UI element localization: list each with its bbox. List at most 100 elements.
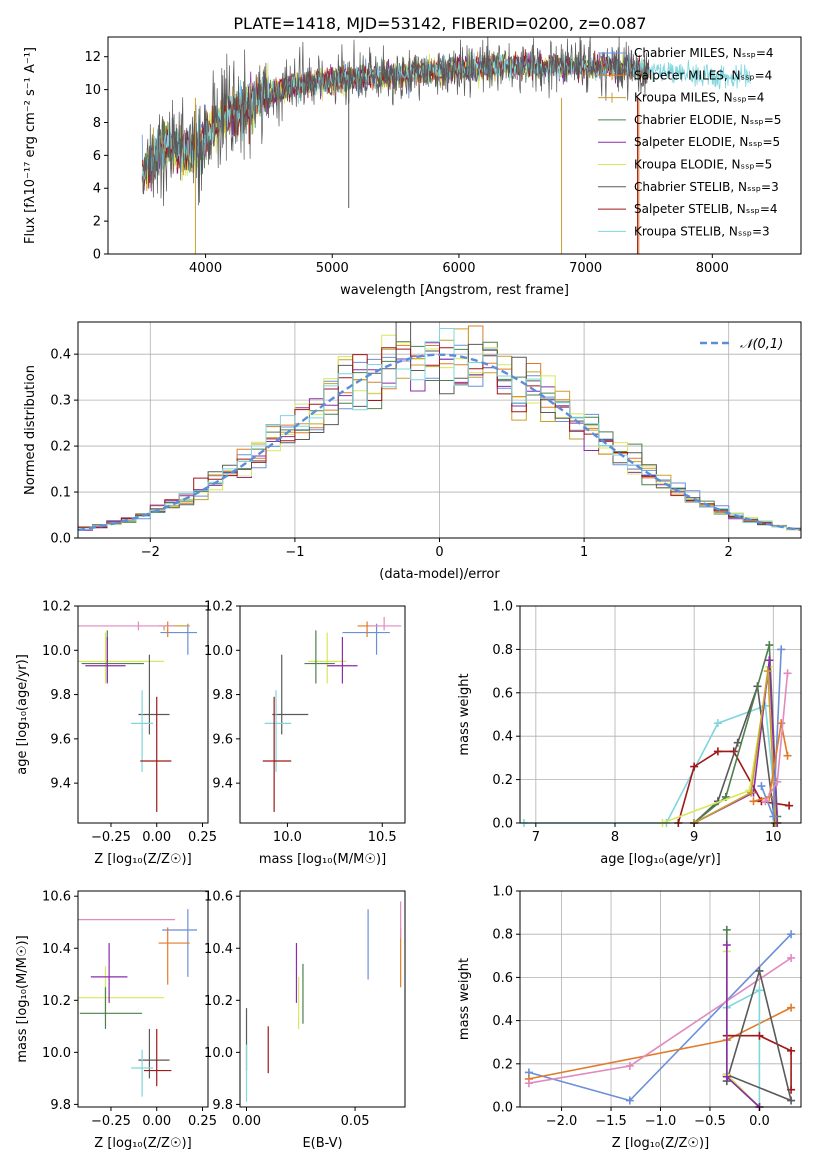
y-tick-label: 0.2 (492, 1057, 513, 1072)
weight-marker (783, 669, 792, 678)
weight-line (524, 704, 779, 824)
y-tick-label: 12 (84, 50, 101, 65)
y-tick-label: 0.4 (492, 730, 513, 745)
axes-frame (77, 605, 209, 824)
x-tick-label: 6000 (442, 261, 475, 276)
x-tick-label: −1.0 (645, 1114, 677, 1129)
weight-marker (769, 812, 778, 821)
weight_vs_age-series (519, 641, 794, 827)
x-tick-label: 7 (532, 830, 540, 845)
x-tick-label: 0.25 (188, 830, 217, 845)
y-tick-label: 9.8 (50, 1098, 71, 1113)
y-tick-label: 10.6 (42, 890, 71, 905)
y-tick-label: 0.2 (492, 773, 513, 788)
x-tick-label: 1 (580, 545, 588, 560)
weight-marker (787, 1046, 796, 1055)
age_vs_mass-points (262, 617, 402, 812)
weight-marker (761, 797, 770, 806)
x-tick-label: −0.25 (91, 1114, 131, 1129)
y-tick-label: 9.8 (212, 688, 233, 703)
y-tick-label: 10 (84, 83, 101, 98)
age_vs_Z-points (78, 621, 198, 812)
spectrum-legend: Chabrier MILES, Nₛₛₚ=4 Salpeter MILES, Nₛ… (598, 46, 781, 238)
x-tick-label: −0.25 (91, 830, 131, 845)
x-axis-label: age [log₁₀(age/yr)] (600, 852, 721, 867)
age_vs_mass-frame: 10.0 10.5 9.4 9.6 9.8 10.0 10.2 mass [log₁₀(M/M… (204, 600, 406, 867)
weight-marker (713, 719, 722, 728)
y-tick-label: 9.8 (50, 688, 71, 703)
x-tick-label: 4000 (189, 261, 222, 276)
weight-marker (783, 751, 792, 760)
weight-marker (747, 788, 756, 797)
weight-line (753, 723, 789, 803)
figure-title: PLATE=1418, MJD=53142, FIBERID=0200, z=0… (233, 14, 646, 33)
spectrum-line (141, 37, 650, 207)
y-tick-label: 0.0 (492, 1101, 513, 1116)
y-tick-label: 0.1 (50, 486, 71, 501)
x-axis-label: Z [log₁₀(Z/Z☉)] (94, 852, 191, 867)
x-tick-label: 0.05 (341, 1114, 370, 1129)
weight-marker (722, 941, 731, 949)
weight-marker (733, 738, 742, 747)
x-tick-label: 0.25 (188, 1114, 217, 1129)
y-axis-label: age [log₁₀(age/yr)] (15, 654, 30, 775)
y-tick-label: 10.2 (42, 600, 71, 615)
x-tick-label: −1.5 (595, 1114, 627, 1129)
weight-marker (787, 1096, 796, 1105)
axes-frame (239, 605, 406, 824)
y-tick-label: 10.6 (204, 890, 233, 905)
weight-marker (763, 667, 772, 676)
x-tick-label: 0.0 (749, 1114, 770, 1129)
age_vs_Z-frame: −0.25 0.00 0.25 9.4 9.6 9.8 10.0 10.2 Z [log₁₀(Z… (15, 600, 217, 868)
x-tick-label: 0.00 (232, 1114, 261, 1129)
y-tick-label: 0.4 (50, 348, 71, 363)
legend-label: Chabrier ELODIE, Nₛₛₚ=5 (634, 113, 781, 127)
weight-marker (749, 797, 758, 806)
y-tick-label: 2 (93, 215, 101, 230)
weight-marker (713, 747, 722, 756)
weight-marker (625, 1096, 634, 1105)
weight-line (528, 933, 792, 1102)
y-tick-label: 9.6 (50, 732, 71, 747)
y-tick-label: 10.2 (204, 600, 233, 615)
x-axis-label: wavelength [Angstrom, rest frame] (340, 283, 569, 298)
mass_vs_Z-frame: −0.25 0.00 0.25 9.8 10.0 10.2 10.4 10.6 Z [log₁₀… (15, 890, 217, 1151)
legend-label: Salpeter STELIB, Nₛₛₚ=4 (634, 202, 778, 216)
y-tick-label: 0.0 (50, 532, 71, 547)
mass_vs_ebv-frame: 0.00 0.05 9.8 10.0 10.2 10.4 10.6 E(B-V) (204, 890, 406, 1151)
weight-marker (757, 782, 766, 791)
x-tick-label: 8000 (696, 261, 729, 276)
spectrum-lines (141, 37, 751, 254)
y-tick-label: 10.0 (42, 644, 71, 659)
y-tick-label: 0 (93, 248, 101, 263)
weight-marker (765, 641, 774, 650)
weight-marker (755, 1031, 764, 1040)
x-tick-label: −1 (285, 545, 304, 560)
y-tick-label: 6 (93, 149, 101, 164)
weight_vs_age-frame: 7 8 9 10 0.0 0.2 0.4 0.6 0.8 1.0 age [log₁₀(age/yr… (457, 600, 802, 867)
x-tick-label: 0 (435, 545, 443, 560)
weight_vs_Z-series (524, 925, 796, 1111)
y-tick-label: 10.0 (42, 1046, 71, 1061)
x-tick-label: −2 (141, 545, 160, 560)
weight-marker (524, 1079, 533, 1088)
residuals-frame: −2 −1 0 1 2 0.0 0.1 0.2 0.3 0.4 (data-model)/error… (23, 321, 802, 582)
x-tick-label: −0.5 (694, 1114, 726, 1129)
weight-marker (787, 930, 796, 939)
y-tick-label: 9.4 (212, 777, 233, 792)
weight-marker (773, 777, 782, 786)
y-tick-label: 10.0 (204, 1046, 233, 1061)
y-tick-label: 10.4 (204, 942, 233, 957)
weight-marker (755, 966, 764, 975)
y-tick-label: 10.0 (204, 644, 233, 659)
weight-marker (787, 1003, 796, 1012)
x-tick-label: 10.0 (273, 830, 302, 845)
weight-marker (722, 925, 731, 934)
mass_vs_ebv-points (245, 901, 402, 1102)
weight_vs_Z-frame: −2.0 −1.5 −1.0 −0.5 0.0 0.0 0.2 0.4 0.6 0.8 1.0 Z [… (457, 885, 802, 1151)
y-tick-label: 8 (93, 116, 101, 131)
y-tick-label: 1.0 (492, 885, 513, 900)
weight-line (528, 1006, 792, 1080)
axes-frame (239, 890, 406, 1108)
